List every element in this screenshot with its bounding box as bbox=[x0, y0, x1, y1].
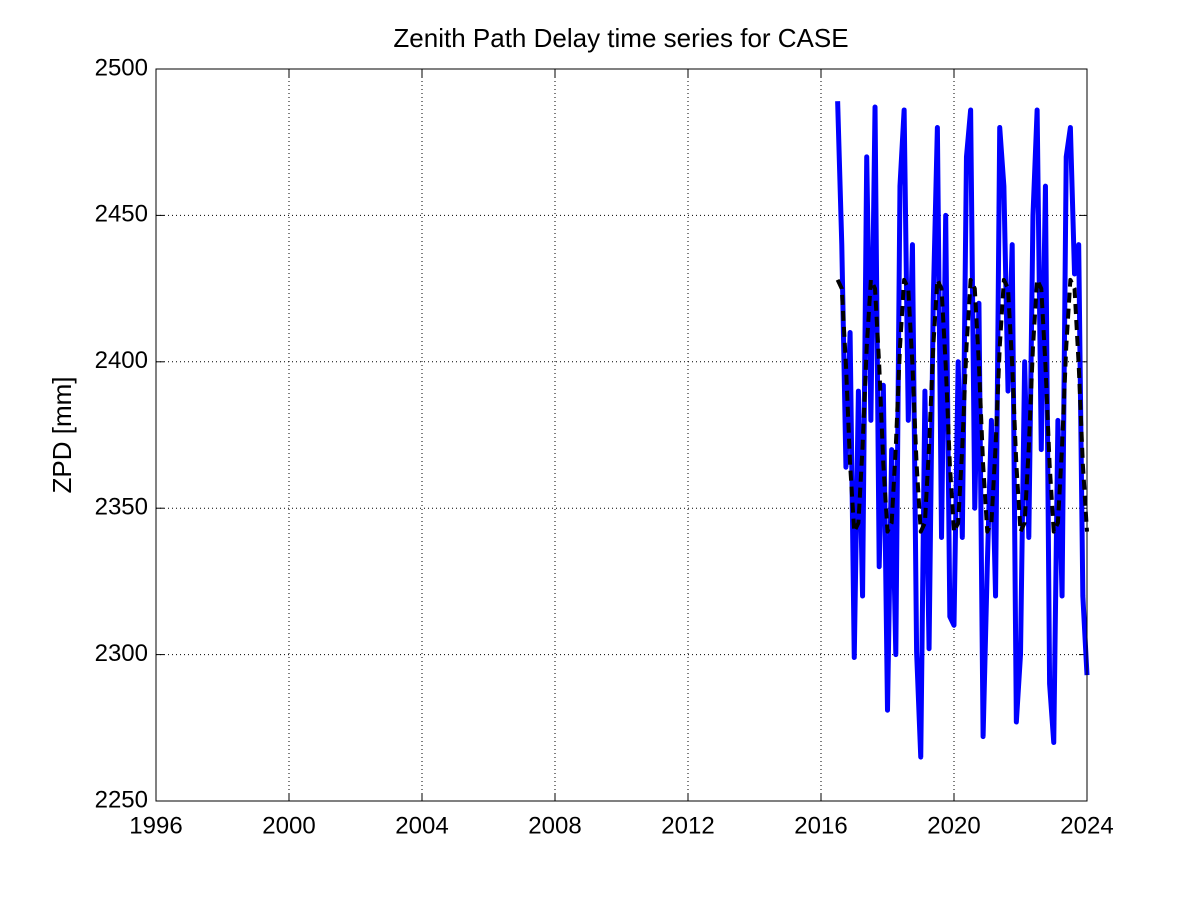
x-tick-label: 2004 bbox=[395, 812, 448, 839]
y-tick-label: 2500 bbox=[95, 54, 148, 81]
x-tick-label: 2000 bbox=[262, 812, 315, 839]
y-tick-label: 2400 bbox=[95, 347, 148, 374]
chart-title: Zenith Path Delay time series for CASE bbox=[393, 23, 848, 53]
y-axis-label: ZPD [mm] bbox=[47, 377, 77, 494]
y-tick-label: 2250 bbox=[95, 786, 148, 813]
plot-frame bbox=[155, 68, 1088, 802]
x-tick-label: 1996 bbox=[129, 812, 182, 839]
x-tick-label: 2020 bbox=[927, 812, 980, 839]
x-tick-label: 2012 bbox=[661, 812, 714, 839]
series-line bbox=[835, 101, 1090, 760]
y-tick-label: 2300 bbox=[95, 640, 148, 667]
y-tick-label: 2450 bbox=[95, 201, 148, 228]
x-tick-label: 2016 bbox=[794, 812, 847, 839]
x-tick-label: 2008 bbox=[528, 812, 581, 839]
series-line bbox=[835, 277, 1089, 534]
y-tick-label: 2350 bbox=[95, 494, 148, 521]
x-tick-label: 2024 bbox=[1060, 812, 1113, 839]
